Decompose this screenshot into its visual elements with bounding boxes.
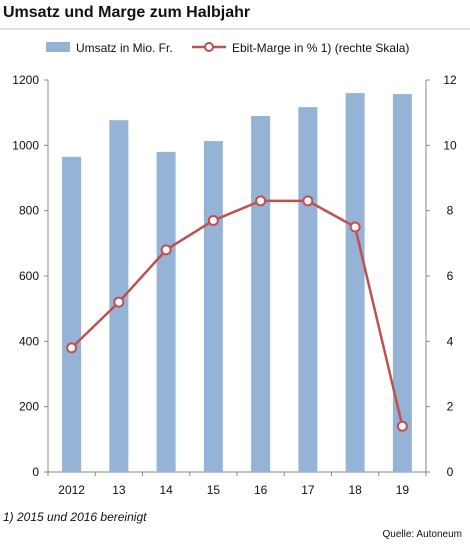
y-left-tick-label: 1200: [12, 73, 39, 87]
line-point: [349, 221, 361, 233]
source-note: Quelle: Autoneum: [382, 529, 463, 540]
line-point: [396, 420, 408, 432]
bar: [298, 107, 318, 472]
legend-line-label: Ebit-Marge in % 1) (rechte Skala): [232, 41, 409, 55]
y-left-tick-label: 800: [19, 204, 39, 218]
bar: [109, 120, 129, 473]
y-right-tick-label: 8: [447, 204, 454, 218]
line-point: [255, 195, 267, 207]
bar: [203, 141, 223, 472]
legend: Umsatz in Mio. Fr. Ebit-Marge in % 1) (r…: [46, 41, 409, 55]
x-tick-label: 2012: [58, 483, 85, 497]
chart-title: Umsatz und Marge zum Halbjahr: [3, 4, 251, 21]
bar: [345, 93, 365, 473]
axes: 0 200 400 600 800 1000 1200 0 2 4 6 8 10 12: [12, 73, 457, 479]
footnote: 1) 2015 und 2016 bereinigt: [3, 510, 147, 524]
y-left-tick-label: 0: [32, 465, 39, 479]
bar: [392, 94, 412, 473]
y-right-tick-label: 12: [443, 73, 457, 87]
x-axis-labels: 2012 13 14 15 16 17 18 19: [58, 483, 409, 497]
x-tick-label: 17: [301, 483, 315, 497]
margin-line: [70, 199, 404, 427]
line-point: [66, 342, 78, 354]
y-right-tick-label: 6: [447, 269, 454, 283]
line-point: [302, 195, 314, 207]
x-tick-label: 13: [112, 483, 126, 497]
y-left-tick-label: 1000: [12, 138, 39, 152]
y-right-tick-label: 10: [443, 138, 457, 152]
x-tick-label: 19: [396, 483, 410, 497]
legend-line-marker: [204, 42, 214, 52]
y-left-tick-label: 600: [19, 269, 39, 283]
bar: [251, 115, 271, 472]
x-tick-label: 14: [159, 483, 173, 497]
y-left-tick-label: 400: [19, 334, 39, 348]
bar: [156, 151, 176, 472]
y-left-tick-label: 200: [19, 400, 39, 414]
line-point: [160, 244, 172, 256]
line-series: [66, 195, 408, 432]
legend-bar-swatch: [46, 42, 70, 52]
y-right-tick-label: 0: [447, 465, 454, 479]
x-tick-label: 16: [254, 483, 268, 497]
x-tick-label: 15: [207, 483, 221, 497]
y-right-tick-label: 4: [447, 334, 454, 348]
line-point: [113, 296, 125, 308]
y-right-tick-label: 2: [447, 400, 454, 414]
x-tick-label: 18: [348, 483, 362, 497]
line-point: [207, 214, 219, 226]
bar-series: [62, 93, 412, 473]
legend-bar-label: Umsatz in Mio. Fr.: [76, 41, 173, 55]
bar: [62, 156, 82, 472]
